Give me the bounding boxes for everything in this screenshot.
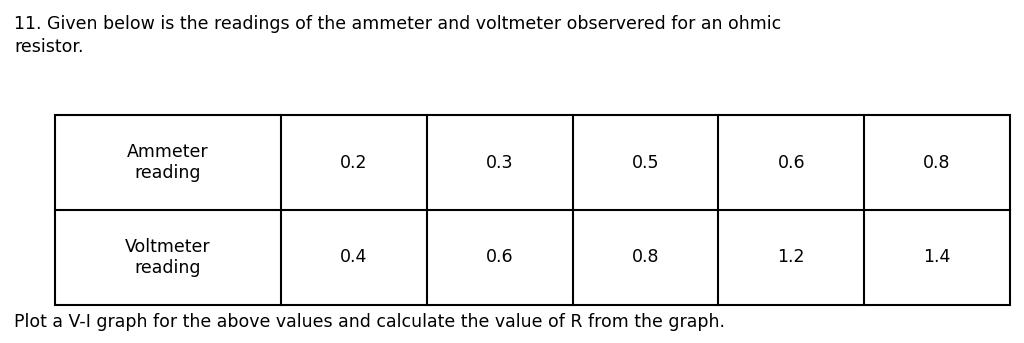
Bar <box>55 115 1010 305</box>
Text: 0.6: 0.6 <box>777 154 805 172</box>
Text: 0.6: 0.6 <box>485 248 513 267</box>
Text: 0.8: 0.8 <box>632 248 659 267</box>
Text: resistor.: resistor. <box>14 38 84 56</box>
Text: 0.3: 0.3 <box>486 154 513 172</box>
Text: 11. Given below is the readings of the ammeter and voltmeter observered for an o: 11. Given below is the readings of the a… <box>14 15 781 33</box>
Text: Ammeter
reading: Ammeter reading <box>127 143 209 182</box>
Text: 0.4: 0.4 <box>340 248 368 267</box>
Text: Voltmeter
reading: Voltmeter reading <box>125 238 211 277</box>
Bar <box>55 115 1010 305</box>
Text: 0.8: 0.8 <box>924 154 951 172</box>
Text: 1.4: 1.4 <box>924 248 951 267</box>
Text: 0.2: 0.2 <box>340 154 368 172</box>
Text: Plot a V-I graph for the above values and calculate the value of R from the grap: Plot a V-I graph for the above values an… <box>14 313 725 331</box>
Text: 0.5: 0.5 <box>632 154 659 172</box>
Text: 1.2: 1.2 <box>777 248 805 267</box>
